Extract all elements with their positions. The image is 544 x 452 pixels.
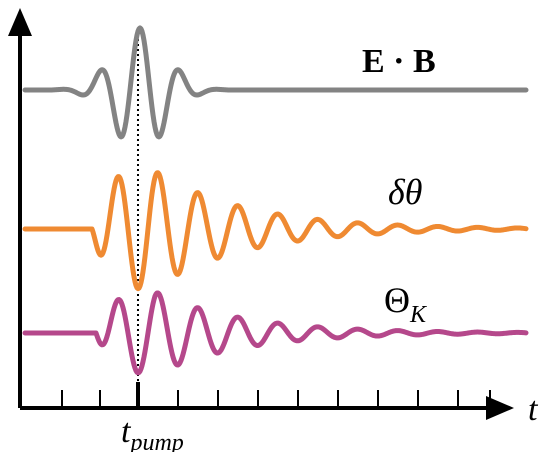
label-t-pump-main: t: [121, 413, 132, 450]
label-t-pump: tpump: [121, 413, 184, 452]
axes: [8, 8, 514, 420]
label-theta-k-main: Θ: [384, 280, 410, 320]
label-e-dot-b: E · B: [362, 43, 436, 80]
label-t-pump-sub: pump: [128, 430, 183, 452]
label-delta-theta: δθ: [388, 172, 422, 212]
theta-k-waveform: [22, 290, 529, 376]
delta-theta-waveform: [22, 170, 529, 292]
x-axis-ticks: [61, 382, 491, 408]
y-axis-arrowhead: [8, 8, 32, 36]
label-theta-k-sub: K: [409, 302, 428, 328]
e-dot-b-waveform: [22, 25, 529, 140]
label-theta-k: ΘK: [384, 280, 428, 328]
label-t-axis: t: [528, 391, 539, 428]
x-axis-arrowhead: [486, 396, 514, 420]
